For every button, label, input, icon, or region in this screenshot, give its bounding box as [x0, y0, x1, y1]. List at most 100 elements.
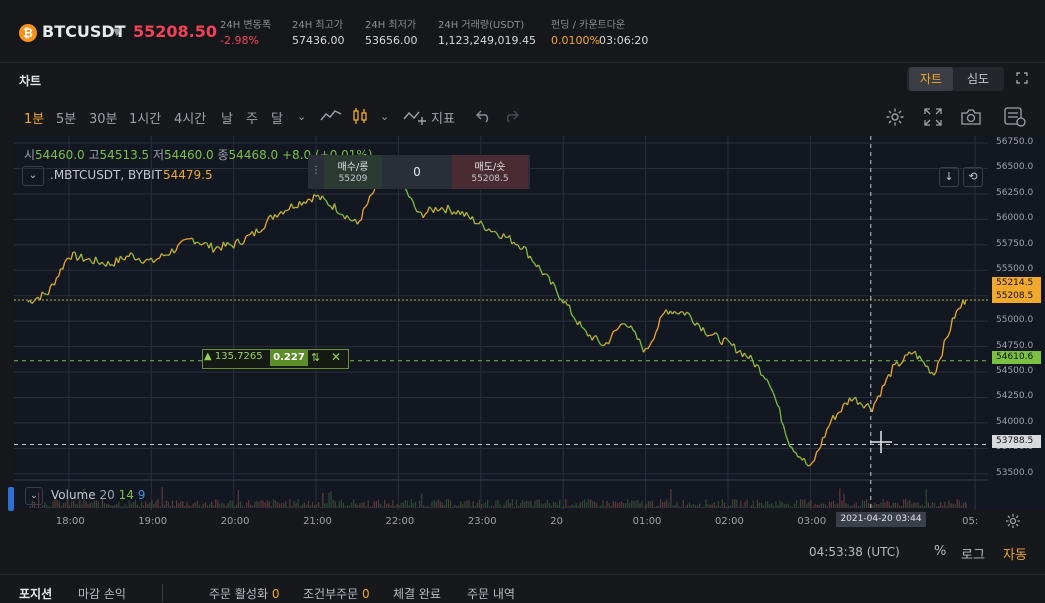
volume-bar [668, 503, 669, 508]
interval-day[interactable]: 날 [221, 108, 233, 127]
volume-bar [606, 501, 607, 508]
line-chart-icon[interactable] [320, 108, 342, 124]
chevron-down-icon[interactable]: ⌄ [297, 110, 306, 123]
tab-positions[interactable]: 포지션 [19, 585, 52, 602]
indicators-button[interactable]: 지표 [431, 108, 455, 127]
volume-bar [590, 499, 591, 508]
axis-settings-icon[interactable] [1005, 513, 1021, 529]
interval-4h[interactable]: 4시간 [174, 108, 206, 127]
time-axis-tick: 20 [550, 516, 563, 527]
tab-closed-pnl[interactable]: 마감 손익 [78, 585, 126, 602]
tab-conditional-orders-count: 0 [362, 587, 370, 601]
volume-bar [232, 501, 233, 508]
price-chart[interactable] [14, 136, 988, 526]
volume-bar [36, 507, 37, 508]
chevron-down-icon[interactable]: ▼ [113, 27, 121, 38]
price-segment [425, 212, 427, 214]
tab-chart-view[interactable]: 자트 [909, 67, 953, 91]
reverse-position-icon[interactable]: ⇅ [311, 351, 320, 364]
bitcoin-icon: ₿ [19, 24, 37, 42]
reset-chart-icon[interactable]: ⟲ [963, 167, 983, 187]
price-segment [915, 351, 917, 359]
volume-bar [215, 499, 216, 508]
interval-30m[interactable]: 30분 [89, 108, 118, 127]
price-segment [258, 232, 260, 233]
volume-bar [351, 503, 352, 508]
undo-icon[interactable] [476, 109, 492, 123]
camera-icon[interactable] [960, 109, 982, 125]
volume-bar [501, 507, 502, 508]
volume-bar [201, 506, 202, 508]
interval-month[interactable]: 달 [271, 108, 283, 127]
volume-bar [378, 499, 379, 508]
order-panel-icon[interactable] [1004, 107, 1026, 127]
fit-screen-icon[interactable] [924, 108, 942, 126]
volume-bar [199, 505, 200, 508]
volume-bar [539, 500, 540, 508]
tab-active-orders[interactable]: 주문 활성화 0 [209, 585, 279, 602]
indicator-icon[interactable] [403, 108, 427, 126]
fullscreen-icon[interactable] [1016, 72, 1028, 84]
volume-bar [298, 499, 299, 508]
volume-bar [860, 506, 861, 508]
volume-bar [330, 491, 331, 508]
pane-resize-handle[interactable] [8, 487, 14, 511]
price-tag-ask: 55214.5 [992, 277, 1041, 290]
volume-bar [736, 500, 737, 508]
scroll-down-icon[interactable]: ↓ [939, 167, 959, 187]
drag-handle-icon[interactable]: ⋮ [311, 165, 321, 176]
price-segment [366, 204, 368, 207]
price-segment [129, 253, 131, 257]
price-segment [689, 313, 691, 316]
volume-bar [907, 501, 908, 508]
log-scale-toggle[interactable]: 로그 [961, 544, 985, 563]
tab-filled-orders[interactable]: 체결 완료 [393, 585, 441, 602]
volume-bar [777, 505, 778, 508]
volume-bar [541, 504, 542, 508]
tab-order-history[interactable]: 주문 내역 [467, 585, 515, 602]
volume-bar [893, 503, 894, 508]
price-segment [63, 262, 65, 269]
interval-5m[interactable]: 5분 [56, 108, 76, 127]
quantity-input[interactable]: 0 [382, 165, 452, 179]
candlestick-icon[interactable] [352, 106, 368, 126]
auto-scale-toggle[interactable]: 자동 [1003, 544, 1027, 563]
volume-bar [423, 505, 424, 508]
price-segment [950, 318, 952, 330]
tab-depth-view[interactable]: 심도 [956, 67, 1000, 91]
volume-bar [882, 499, 883, 508]
price-axis-tick: 56250.0 [996, 188, 1033, 198]
volume-bar [600, 506, 601, 508]
redo-icon[interactable] [503, 109, 519, 123]
close-position-icon[interactable]: ✕ [331, 350, 341, 364]
price-segment [674, 311, 676, 313]
price-segment [495, 232, 497, 235]
volume-bar [92, 503, 93, 508]
volume-bar [195, 503, 196, 508]
utc-clock[interactable]: 04:53:38 (UTC) [809, 545, 900, 559]
price-segment [172, 249, 174, 253]
volume-bar [452, 507, 453, 508]
price-segment [899, 364, 901, 366]
volume-bar [468, 500, 469, 508]
volume-bar [403, 502, 404, 508]
price-segment [153, 260, 155, 262]
volume-bar [52, 501, 53, 508]
percent-scale-toggle[interactable]: % [934, 544, 946, 559]
volume-bar [316, 504, 317, 508]
chevron-down-icon[interactable]: ⌄ [25, 487, 43, 505]
chevron-down-icon[interactable]: ⌄ [380, 110, 389, 123]
volume-bar [479, 500, 480, 508]
price-segment [230, 245, 232, 246]
volume-bar [302, 505, 303, 508]
settings-gear-icon[interactable] [885, 107, 905, 127]
stat-value-countdown: 03:06:20 [599, 34, 648, 47]
interval-week[interactable]: 주 [246, 108, 258, 127]
tab-conditional-orders[interactable]: 조건부주문 0 [303, 585, 370, 602]
volume-bar [178, 503, 179, 508]
chevron-down-icon[interactable]: ⌄ [22, 166, 44, 186]
interval-1m[interactable]: 1분 [24, 108, 44, 127]
interval-1h[interactable]: 1시간 [129, 108, 161, 127]
volume-bar [238, 490, 239, 508]
price-segment [957, 309, 959, 311]
